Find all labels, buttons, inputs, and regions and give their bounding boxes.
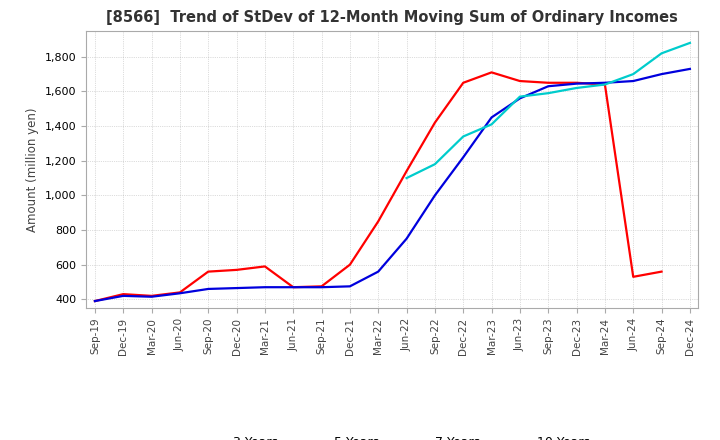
3 Years: [148, 293, 156, 298]
5 Years: [346, 284, 354, 289]
5 Years: [572, 81, 581, 86]
Line: 7 Years: 7 Years: [407, 43, 690, 178]
5 Years: [289, 285, 297, 290]
5 Years: [119, 293, 127, 298]
Line: 3 Years: 3 Years: [95, 72, 662, 301]
5 Years: [204, 286, 212, 292]
5 Years: [91, 298, 99, 304]
3 Years: [119, 291, 127, 297]
7 Years: [685, 40, 694, 46]
7 Years: [657, 51, 666, 56]
5 Years: [374, 269, 382, 274]
3 Years: [544, 80, 552, 85]
5 Years: [487, 115, 496, 120]
3 Years: [516, 78, 524, 84]
3 Years: [289, 285, 297, 290]
7 Years: [544, 91, 552, 96]
Y-axis label: Amount (million yen): Amount (million yen): [27, 107, 40, 231]
7 Years: [572, 85, 581, 91]
Line: 5 Years: 5 Years: [95, 69, 690, 301]
3 Years: [233, 267, 241, 272]
5 Years: [459, 154, 467, 160]
3 Years: [318, 284, 326, 289]
3 Years: [600, 82, 609, 87]
7 Years: [629, 71, 637, 77]
5 Years: [685, 66, 694, 72]
5 Years: [148, 294, 156, 299]
5 Years: [318, 285, 326, 290]
5 Years: [544, 84, 552, 89]
3 Years: [374, 219, 382, 224]
7 Years: [459, 134, 467, 139]
3 Years: [91, 298, 99, 304]
Title: [8566]  Trend of StDev of 12-Month Moving Sum of Ordinary Incomes: [8566] Trend of StDev of 12-Month Moving…: [107, 11, 678, 26]
3 Years: [402, 169, 411, 174]
5 Years: [431, 193, 439, 198]
7 Years: [600, 82, 609, 87]
3 Years: [459, 80, 467, 85]
5 Years: [261, 285, 269, 290]
7 Years: [402, 176, 411, 181]
3 Years: [657, 269, 666, 274]
7 Years: [516, 94, 524, 99]
5 Years: [402, 236, 411, 241]
3 Years: [346, 262, 354, 268]
5 Years: [233, 286, 241, 291]
7 Years: [431, 161, 439, 167]
3 Years: [572, 80, 581, 85]
3 Years: [176, 290, 184, 295]
5 Years: [629, 78, 637, 84]
3 Years: [431, 120, 439, 125]
3 Years: [204, 269, 212, 274]
5 Years: [657, 71, 666, 77]
5 Years: [516, 96, 524, 101]
5 Years: [176, 291, 184, 296]
3 Years: [487, 70, 496, 75]
3 Years: [629, 274, 637, 279]
5 Years: [600, 80, 609, 85]
Legend: 3 Years, 5 Years, 7 Years, 10 Years: 3 Years, 5 Years, 7 Years, 10 Years: [190, 431, 595, 440]
7 Years: [487, 122, 496, 127]
3 Years: [261, 264, 269, 269]
